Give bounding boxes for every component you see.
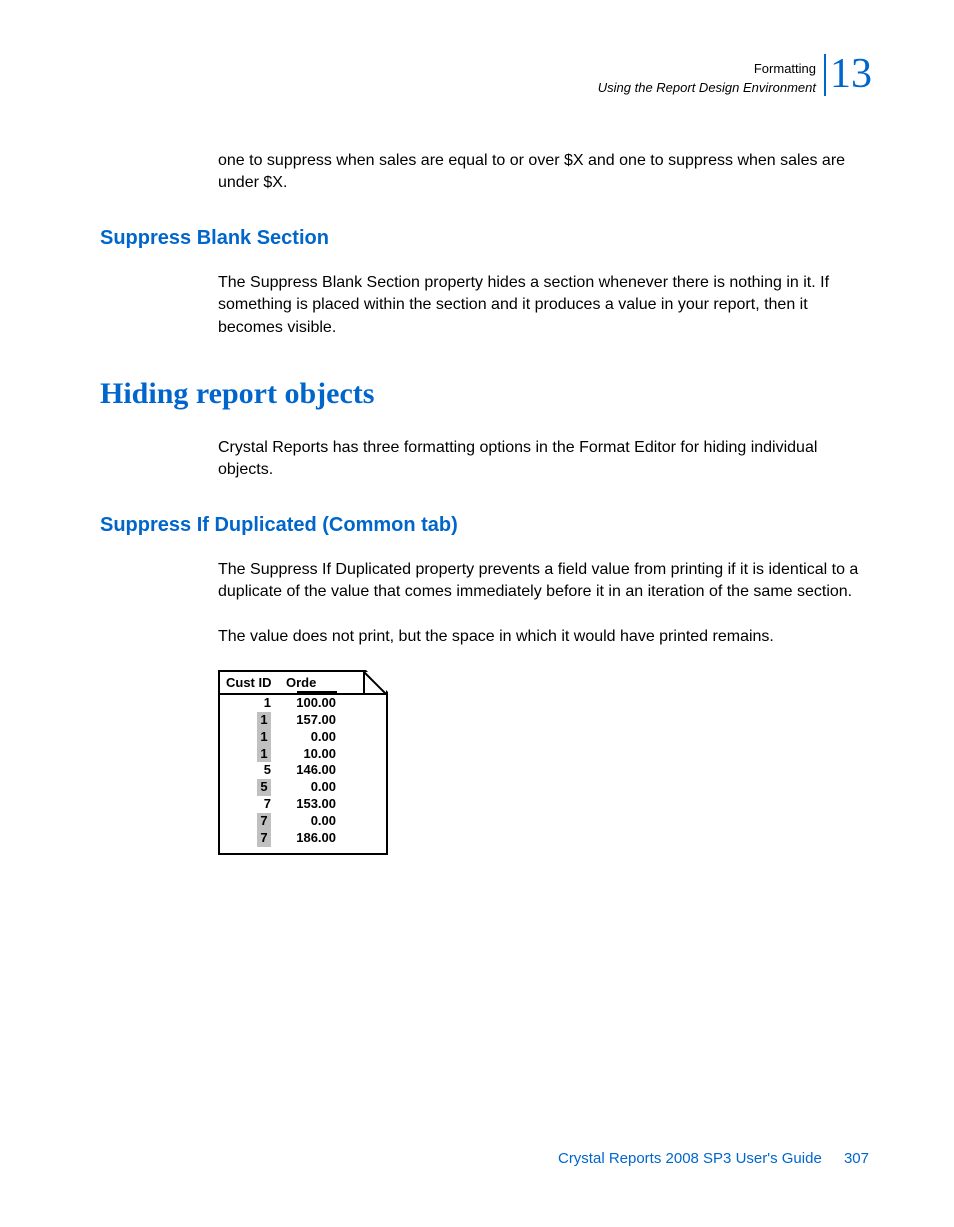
page-number: 307 xyxy=(844,1150,869,1167)
footer-text: Crystal Reports 2008 SP3 User's Guide xyxy=(558,1150,822,1167)
cell-order: 153.00 xyxy=(271,796,336,813)
cell-order: 146.00 xyxy=(271,762,336,779)
table-row: 5146.00 xyxy=(220,762,386,779)
cell-cust-id: 7 xyxy=(226,830,271,847)
table-row: 10.00 xyxy=(220,729,386,746)
cell-cust-id: 7 xyxy=(226,813,271,830)
cell-cust-id: 1 xyxy=(226,746,271,763)
cell-order: 0.00 xyxy=(271,779,336,796)
cell-order: 0.00 xyxy=(271,813,336,830)
suppress-duplicated-body1: The Suppress If Duplicated property prev… xyxy=(218,559,870,604)
table-overline xyxy=(297,691,337,693)
cell-cust-id: 5 xyxy=(226,762,271,779)
table-row: 1157.00 xyxy=(220,712,386,729)
dog-ear-fold-icon xyxy=(362,670,388,696)
suppress-blank-heading: Suppress Blank Section xyxy=(100,227,870,250)
chapter-label: Formatting xyxy=(754,61,816,76)
cell-cust-id: 5 xyxy=(226,779,271,796)
intro-paragraph: one to suppress when sales are equal to … xyxy=(218,150,870,195)
cell-order: 10.00 xyxy=(271,746,336,763)
chapter-number: 13 xyxy=(830,50,872,98)
cell-order: 186.00 xyxy=(271,830,336,847)
table-row: 1100.00 xyxy=(220,695,386,712)
hiding-objects-body: Crystal Reports has three formatting opt… xyxy=(218,437,870,482)
cell-order: 157.00 xyxy=(271,712,336,729)
cell-cust-id: 1 xyxy=(226,695,271,712)
table-row: 50.00 xyxy=(220,779,386,796)
cell-cust-id: 1 xyxy=(226,729,271,746)
col-order: Orde xyxy=(286,675,336,690)
table-row: 7153.00 xyxy=(220,796,386,813)
suppress-blank-body: The Suppress Blank Section property hide… xyxy=(218,272,870,339)
page-header: Formatting Using the Report Design Envir… xyxy=(598,60,816,95)
table-row: 7186.00 xyxy=(220,830,386,847)
chapter-subtitle: Using the Report Design Environment xyxy=(598,80,816,95)
page-content: one to suppress when sales are equal to … xyxy=(100,150,870,855)
table-body: 1100.001157.0010.00110.005146.0050.00715… xyxy=(220,695,386,847)
page-footer: Crystal Reports 2008 SP3 User's Guide 30… xyxy=(558,1150,869,1167)
table-row: 110.00 xyxy=(220,746,386,763)
header-divider xyxy=(824,54,826,96)
cell-order: 100.00 xyxy=(271,695,336,712)
cell-cust-id: 1 xyxy=(226,712,271,729)
table-row: 70.00 xyxy=(220,813,386,830)
suppress-duplicated-body2: The value does not print, but the space … xyxy=(218,626,870,648)
cell-cust-id: 7 xyxy=(226,796,271,813)
col-cust-id: Cust ID xyxy=(226,675,286,690)
cell-order: 0.00 xyxy=(271,729,336,746)
suppress-duplicated-heading: Suppress If Duplicated (Common tab) xyxy=(100,514,870,537)
example-table: Cust ID Orde 1100.001157.0010.00110.0051… xyxy=(218,670,388,855)
hiding-objects-heading: Hiding report objects xyxy=(100,377,870,411)
